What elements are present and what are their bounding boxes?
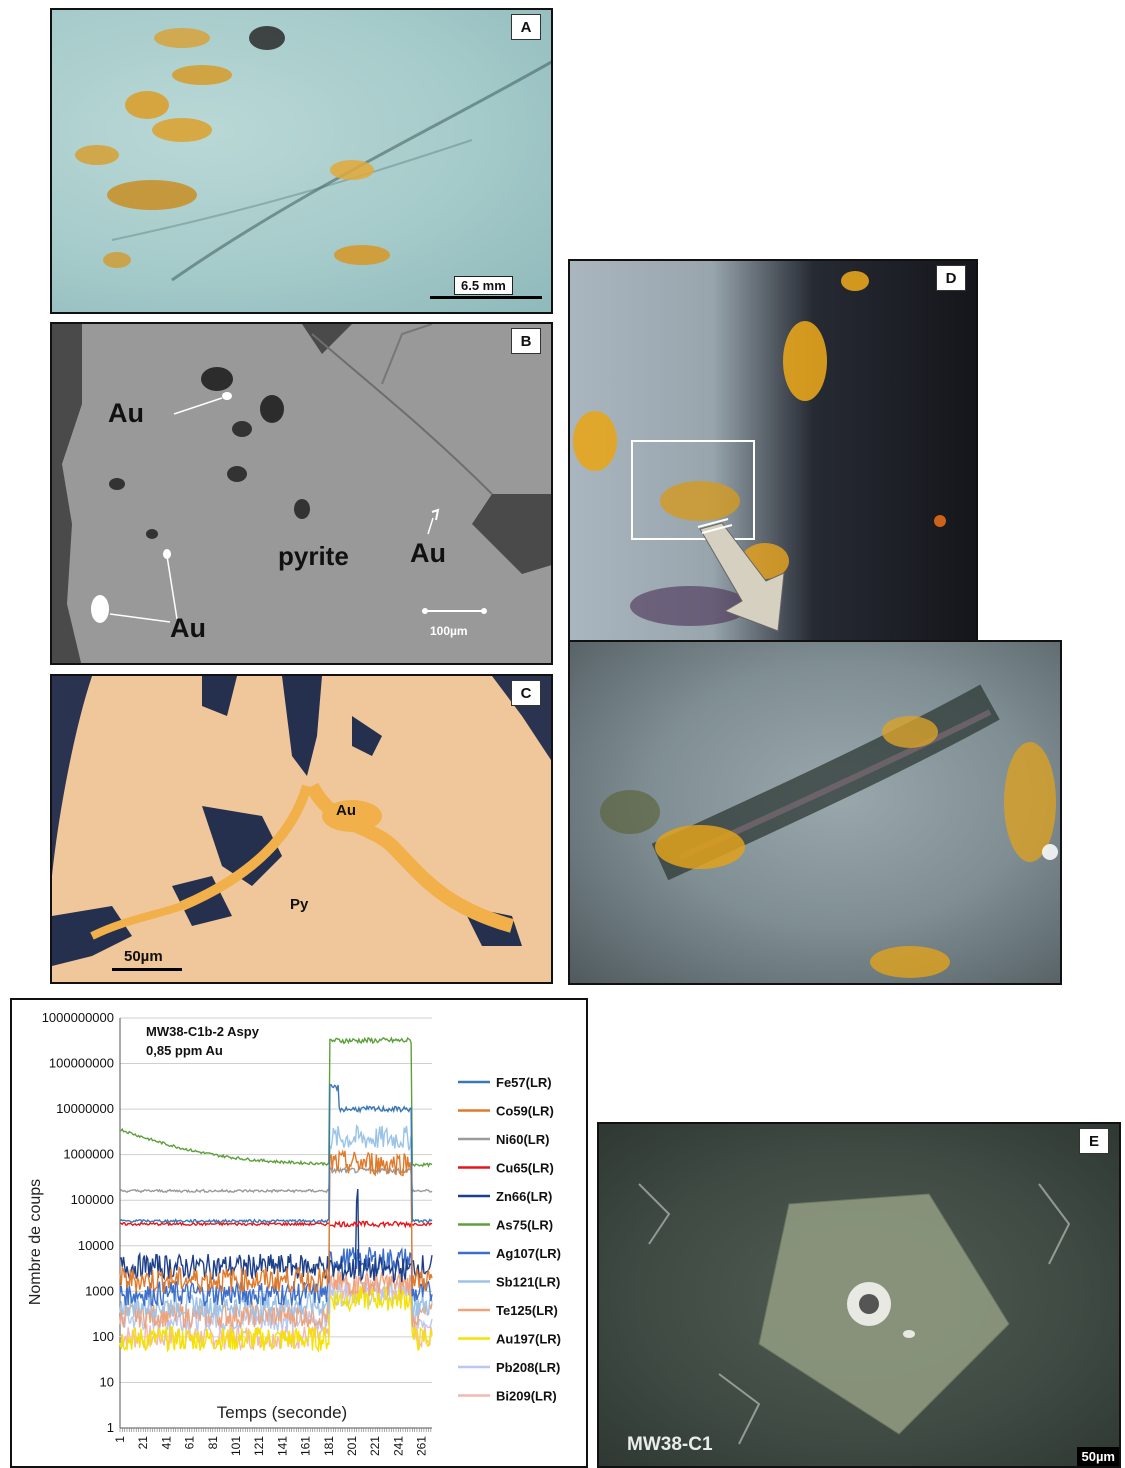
panel-b-label-au-1: Au [108, 398, 144, 428]
y-tick-label: 100 [92, 1329, 114, 1344]
panel-e-photo: E MW38-C1 50µm [597, 1122, 1121, 1468]
legend-label: Zn66(LR) [496, 1189, 552, 1204]
panel-c-label-au: Au [336, 802, 356, 819]
panel-a-photo: A 6.5 mm [50, 8, 553, 314]
legend-label: Co59(LR) [496, 1104, 554, 1119]
series-line [119, 1220, 433, 1229]
legend-label: Sb121(LR) [496, 1275, 560, 1290]
x-tick-label: 121 [252, 1436, 266, 1456]
x-tick-label: 181 [322, 1436, 336, 1456]
panel-b-sem-image: B Au pyrite Au Au 100µm [50, 322, 553, 665]
panel-a-scale-bar [430, 296, 542, 299]
x-tick-label: 61 [183, 1436, 197, 1450]
laicpms-chart: 1 10 100 1000 10000 100000 1000000 10000000 1000… [27, 1010, 561, 1456]
panel-a-scale-label: 6.5 mm [454, 276, 513, 295]
legend-label: Ni60(LR) [496, 1132, 549, 1147]
y-tick-label: 10000000 [56, 1101, 114, 1116]
chart-subtitle: 0,85 ppm Au [146, 1043, 223, 1058]
panel-b-scale-label: 100µm [430, 624, 468, 638]
panel-b-texture [62, 324, 551, 663]
series-line [119, 1166, 433, 1195]
series-line [120, 1036, 433, 1168]
panel-c-reflected-light: C Au Py 50µm [50, 674, 553, 984]
laicpms-chart-frame: 1 10 100 1000 10000 100000 1000000 10000000 1000… [10, 998, 588, 1468]
series-line [119, 1083, 433, 1224]
panel-d-zoom-photo [568, 640, 1062, 985]
panel-a-letter: A [511, 14, 541, 40]
legend-label: Au197(LR) [496, 1332, 561, 1347]
x-tick-label: 261 [415, 1436, 429, 1456]
x-tick-label: 41 [159, 1436, 173, 1450]
panel-e-scale-label: 50µm [1077, 1447, 1119, 1466]
series-line [119, 1284, 433, 1354]
panel-d-letter: D [936, 265, 966, 291]
panel-b-label-au-2: Au [410, 538, 446, 568]
x-axis-label: Temps (seconde) [217, 1403, 347, 1422]
y-tick-label: 1000000000 [42, 1010, 114, 1025]
legend-label: Fe57(LR) [496, 1075, 552, 1090]
panel-a-texture [75, 26, 551, 282]
x-tick-label: 161 [299, 1436, 313, 1456]
y-tick-label: 1000000 [63, 1147, 114, 1162]
x-tick-label: 241 [391, 1436, 405, 1456]
x-tick-label: 81 [206, 1436, 220, 1450]
series-line [119, 1148, 433, 1294]
y-tick-label: 100000000 [49, 1056, 114, 1071]
chart-title: MW38-C1b-2 Aspy [146, 1024, 260, 1039]
y-tick-label: 10 [100, 1374, 114, 1389]
series-line [119, 1124, 433, 1320]
y-axis-label: Nombre de coups [27, 1179, 44, 1305]
legend-label: Te125(LR) [496, 1303, 558, 1318]
panel-c-texture [52, 676, 551, 966]
panel-e-texture [638, 1183, 1071, 1445]
panel-c-scale-bar [112, 968, 182, 971]
legend-label: Ag107(LR) [496, 1246, 561, 1261]
panel-c-label-py: Py [290, 896, 309, 913]
panel-c-scale-label: 50µm [124, 948, 163, 965]
legend-label: Pb208(LR) [496, 1360, 560, 1375]
legend-label: Cu65(LR) [496, 1161, 554, 1176]
panel-b-letter: B [511, 328, 541, 354]
y-tick-label: 1000 [85, 1283, 114, 1298]
series-line [119, 1188, 433, 1284]
panel-e-sample-label: MW38-C1 [627, 1434, 713, 1455]
x-tick-label: 21 [136, 1436, 150, 1450]
panel-c-letter: C [511, 680, 541, 706]
x-tick-label: 141 [275, 1436, 289, 1456]
x-tick-label: 201 [345, 1436, 359, 1456]
panel-d-zoom-texture [600, 684, 1058, 978]
x-tick-label: 221 [368, 1436, 382, 1456]
x-tick-label: 101 [229, 1436, 243, 1456]
y-tick-label: 10000 [78, 1238, 114, 1253]
panel-d-texture [573, 271, 946, 632]
x-tick-label: 1 [113, 1436, 127, 1443]
panel-b-label-au-3: Au [170, 613, 206, 643]
panel-e-letter: E [1079, 1128, 1109, 1154]
y-tick-label: 1 [107, 1420, 114, 1435]
panel-d-photo: D [568, 259, 978, 642]
panel-b-label-pyrite: pyrite [278, 541, 349, 571]
legend-label: As75(LR) [496, 1218, 553, 1233]
legend-label: Bi209(LR) [496, 1389, 557, 1404]
y-tick-label: 100000 [71, 1192, 114, 1207]
